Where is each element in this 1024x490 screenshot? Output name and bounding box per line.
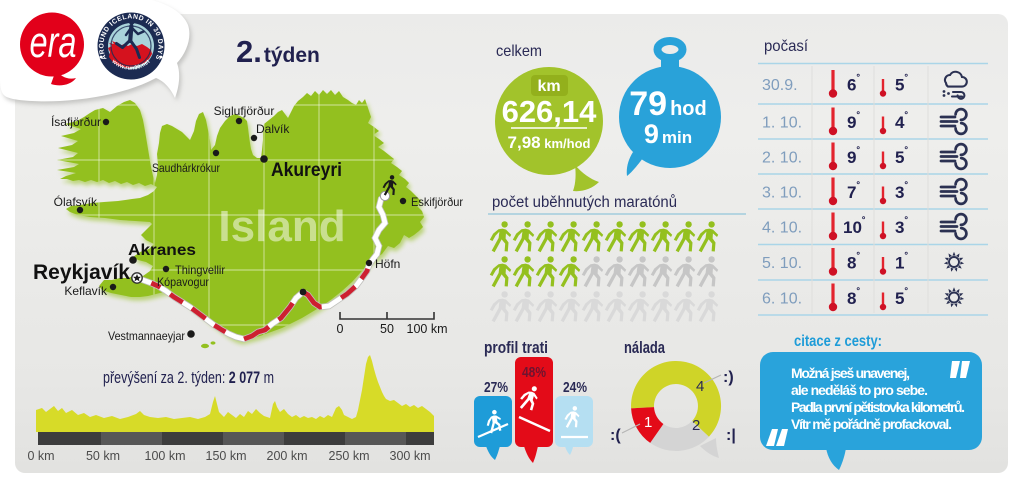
svg-text:5. 10.: 5. 10.: [762, 255, 802, 272]
svg-text:profil trati: profil trati: [484, 338, 548, 357]
svg-text:Akureyri: Akureyri: [271, 160, 342, 181]
svg-text:4. 10.: 4. 10.: [762, 220, 802, 237]
svg-text:Ísafjörður: Ísafjörður: [51, 114, 101, 129]
svg-text:2. 10.: 2. 10.: [762, 150, 802, 167]
svg-text::): :): [723, 369, 734, 386]
svg-text:10˚: 10˚: [843, 215, 866, 237]
svg-text:0 km: 0 km: [27, 449, 54, 463]
svg-text:celkem: celkem: [496, 43, 542, 60]
svg-text:Ólafsvík: Ólafsvík: [54, 194, 98, 209]
svg-text:150 km: 150 km: [206, 449, 247, 463]
svg-text:Island: Island: [218, 202, 345, 251]
svg-text:27%: 27%: [484, 379, 508, 396]
svg-text:2: 2: [692, 417, 700, 434]
svg-text:100 km: 100 km: [407, 322, 448, 336]
svg-text:km: km: [537, 78, 560, 95]
svg-text:6. 10.: 6. 10.: [762, 291, 802, 308]
svg-text:300 km: 300 km: [390, 449, 431, 463]
svg-text::(: :(: [610, 427, 621, 444]
svg-text:počet uběhnutých maratónů: počet uběhnutých maratónů: [492, 194, 677, 211]
svg-text:24%: 24%: [563, 379, 587, 396]
svg-text:Eskifjörður: Eskifjörður: [411, 195, 463, 209]
svg-text:7,98 km/hod: 7,98 km/hod: [508, 133, 591, 152]
svg-text:ale neděláš to pro sebe.: ale neděláš to pro sebe.: [791, 382, 928, 398]
svg-text:Reykjavík: Reykjavík: [33, 261, 130, 284]
svg-text:převýšení za 2. týden: 2 077 m: převýšení za 2. týden: 2 077 m: [103, 369, 274, 387]
svg-text:0: 0: [337, 322, 344, 336]
svg-text:Höfn: Höfn: [375, 257, 400, 271]
svg-text:50 km: 50 km: [86, 449, 120, 463]
svg-text:4: 4: [696, 378, 704, 395]
svg-text::|: :|: [726, 427, 736, 444]
svg-text:Keflavík: Keflavík: [64, 284, 108, 298]
svg-text:Možná jseš unavenej,: Možná jseš unavenej,: [791, 365, 910, 381]
svg-text:Vestmannaeyjar: Vestmannaeyjar: [108, 329, 185, 343]
svg-text:počasí: počasí: [764, 38, 809, 55]
svg-text:250 km: 250 km: [329, 449, 370, 463]
svg-text:citace z cesty:: citace z cesty:: [794, 333, 882, 350]
svg-text:626,14: 626,14: [502, 94, 598, 129]
svg-text:Dalvík: Dalvík: [256, 122, 290, 136]
svg-text:Padla první pětistovka kilomet: Padla první pětistovka kilometrů.: [791, 399, 965, 415]
svg-text:1: 1: [644, 414, 652, 431]
svg-text:Kópavogur: Kópavogur: [157, 275, 209, 289]
svg-text:Akranes: Akranes: [128, 242, 196, 259]
svg-text:Saudhárkrókur: Saudhárkrókur: [152, 161, 220, 175]
svg-text:1. 10.: 1. 10.: [762, 115, 802, 132]
svg-text:50: 50: [380, 322, 394, 336]
svg-text:100 km: 100 km: [145, 449, 186, 463]
svg-text:200 km: 200 km: [267, 449, 308, 463]
svg-text:Vítr mě pořádně profackoval.: Vítr mě pořádně profackoval.: [791, 416, 952, 432]
svg-text:30.9.: 30.9.: [762, 77, 798, 94]
svg-text:3. 10.: 3. 10.: [762, 185, 802, 202]
svg-text:era: era: [30, 18, 77, 67]
svg-text:48%: 48%: [522, 364, 546, 381]
svg-text:Siglufjörður: Siglufjörður: [214, 104, 275, 118]
svg-text:nálada: nálada: [624, 338, 665, 357]
svg-text:Thingvellir: Thingvellir: [175, 263, 225, 277]
